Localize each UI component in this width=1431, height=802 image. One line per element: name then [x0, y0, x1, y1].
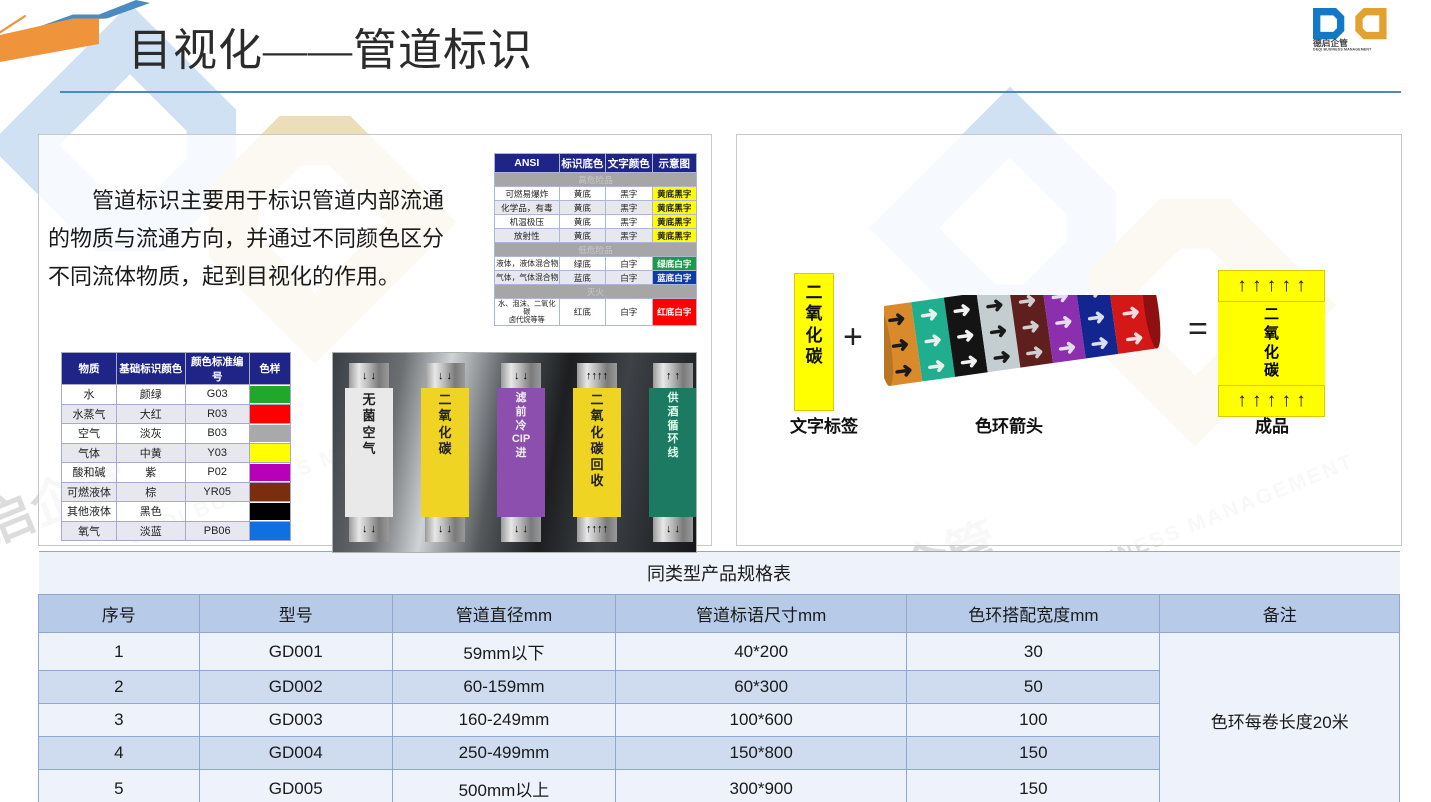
svg-text:➜: ➜: [1049, 295, 1071, 310]
svg-text:DEQI BUSINESS MANAGEMENT: DEQI BUSINESS MANAGEMENT: [1313, 48, 1372, 52]
svg-text:➜: ➜: [1053, 308, 1075, 335]
svg-text:➜: ➜: [918, 301, 940, 328]
svg-text:➜: ➜: [1056, 334, 1078, 361]
svg-text:➜: ➜: [886, 305, 908, 332]
svg-text:➜: ➜: [1085, 303, 1107, 330]
svg-text:➜: ➜: [1023, 338, 1045, 365]
svg-text:➜: ➜: [1120, 299, 1142, 326]
svg-text:➜: ➜: [1089, 329, 1111, 356]
svg-text:➜: ➜: [991, 343, 1013, 370]
svg-text:➜: ➜: [955, 322, 977, 349]
svg-text:➜: ➜: [958, 348, 980, 375]
svg-text:➜: ➜: [1123, 324, 1145, 351]
svg-text:➜: ➜: [1020, 313, 1042, 340]
svg-text:➜: ➜: [987, 317, 1009, 344]
svg-text:➜: ➜: [889, 331, 911, 358]
svg-text:➜: ➜: [893, 357, 915, 384]
svg-text:➜: ➜: [925, 352, 947, 379]
svg-text:➜: ➜: [922, 326, 944, 353]
svg-text:德启企管: 德启企管: [1313, 37, 1348, 48]
svg-text:➜: ➜: [951, 296, 973, 323]
svg-text:➜: ➜: [984, 295, 1006, 319]
svg-text:➜: ➜: [1016, 295, 1038, 314]
